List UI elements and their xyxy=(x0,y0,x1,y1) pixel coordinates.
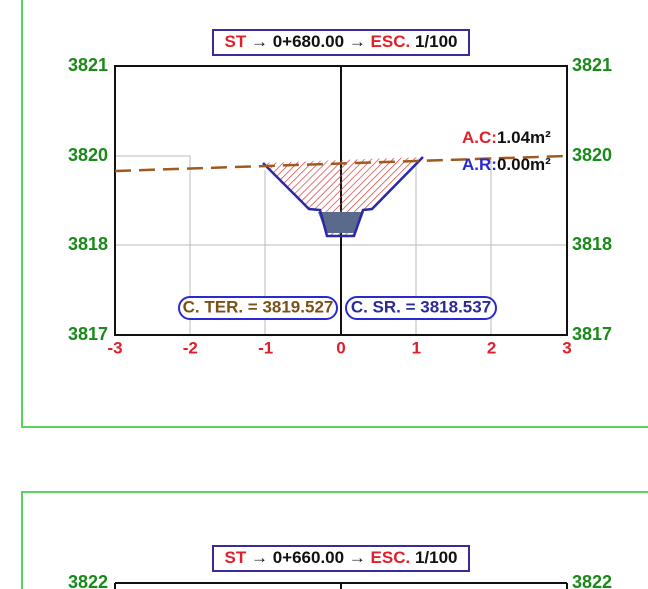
title: ST → 0+660.00 → ESC. 1/100 xyxy=(225,548,458,567)
terrain-box xyxy=(178,296,338,320)
cut-area xyxy=(263,157,423,236)
x-label: -3 xyxy=(107,338,122,357)
x-label: -1 xyxy=(258,338,273,357)
subgrade xyxy=(318,212,364,233)
title-prefix: ST xyxy=(225,32,247,51)
x-label: -2 xyxy=(183,338,198,357)
title-scale: 1/100 xyxy=(415,32,458,51)
cut-area-label: A.C:1.04m² xyxy=(462,128,551,147)
y-label: 3821 xyxy=(68,55,108,75)
x-labels: -3 -2 -1 0 1 2 3 xyxy=(107,338,571,357)
y-label: 3822 xyxy=(68,572,108,589)
x-label: 0 xyxy=(336,338,345,357)
y-label: 3818 xyxy=(572,234,612,254)
y-labels: 3821 3820 3818 3817 3821 3820 3818 3817 xyxy=(68,55,612,344)
title-scale-label: ESC. xyxy=(371,32,411,51)
fill-area-label: A.R:0.00m² xyxy=(462,155,551,174)
title: ST → 0+680.00 → ESC. 1/100 xyxy=(225,32,458,51)
y-label: 3818 xyxy=(68,234,108,254)
panel-frame xyxy=(21,491,648,589)
x-label: 3 xyxy=(562,338,571,357)
y-label: 3821 xyxy=(572,55,612,75)
terrain-line xyxy=(114,154,568,173)
y-label: 3822 xyxy=(572,572,612,589)
terrain-elevation: C. TER. = 3819.527 xyxy=(183,297,334,316)
title-box xyxy=(212,545,470,572)
title-station: → 0+680.00 → xyxy=(251,32,366,51)
subgrade-box xyxy=(345,296,497,320)
x-label: 2 xyxy=(487,338,496,357)
design-section xyxy=(262,156,424,238)
y-label: 3820 xyxy=(68,145,108,165)
x-label: 1 xyxy=(412,338,421,357)
panel-frame xyxy=(21,0,648,428)
subgrade-elevation: C. SR. = 3818.537 xyxy=(351,297,491,316)
title-box xyxy=(212,29,470,56)
y-label: 3817 xyxy=(68,324,108,344)
y-label: 3817 xyxy=(572,324,612,344)
y-label: 3820 xyxy=(572,145,612,165)
